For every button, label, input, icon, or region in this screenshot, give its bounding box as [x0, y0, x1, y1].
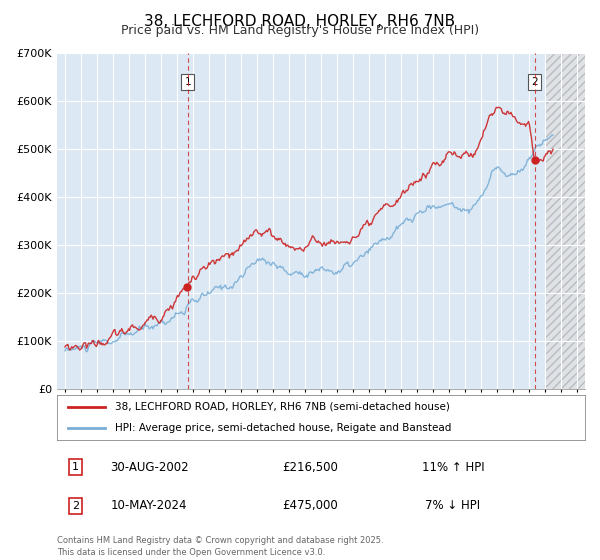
- Text: 1: 1: [184, 77, 191, 87]
- Text: £216,500: £216,500: [283, 460, 338, 474]
- Text: 7% ↓ HPI: 7% ↓ HPI: [425, 500, 481, 512]
- Text: 2: 2: [532, 77, 538, 87]
- Text: 1: 1: [72, 462, 79, 472]
- Text: 10-MAY-2024: 10-MAY-2024: [111, 500, 188, 512]
- Text: HPI: Average price, semi-detached house, Reigate and Banstead: HPI: Average price, semi-detached house,…: [115, 422, 451, 432]
- Text: 30-AUG-2002: 30-AUG-2002: [110, 460, 189, 474]
- Text: 11% ↑ HPI: 11% ↑ HPI: [422, 460, 484, 474]
- Text: 38, LECHFORD ROAD, HORLEY, RH6 7NB (semi-detached house): 38, LECHFORD ROAD, HORLEY, RH6 7NB (semi…: [115, 402, 450, 412]
- Text: 38, LECHFORD ROAD, HORLEY, RH6 7NB: 38, LECHFORD ROAD, HORLEY, RH6 7NB: [145, 14, 455, 29]
- Text: £475,000: £475,000: [283, 500, 338, 512]
- Text: Contains HM Land Registry data © Crown copyright and database right 2025.
This d: Contains HM Land Registry data © Crown c…: [57, 536, 383, 557]
- Text: Price paid vs. HM Land Registry's House Price Index (HPI): Price paid vs. HM Land Registry's House …: [121, 24, 479, 37]
- Bar: [545, 53, 585, 389]
- Text: 2: 2: [72, 501, 79, 511]
